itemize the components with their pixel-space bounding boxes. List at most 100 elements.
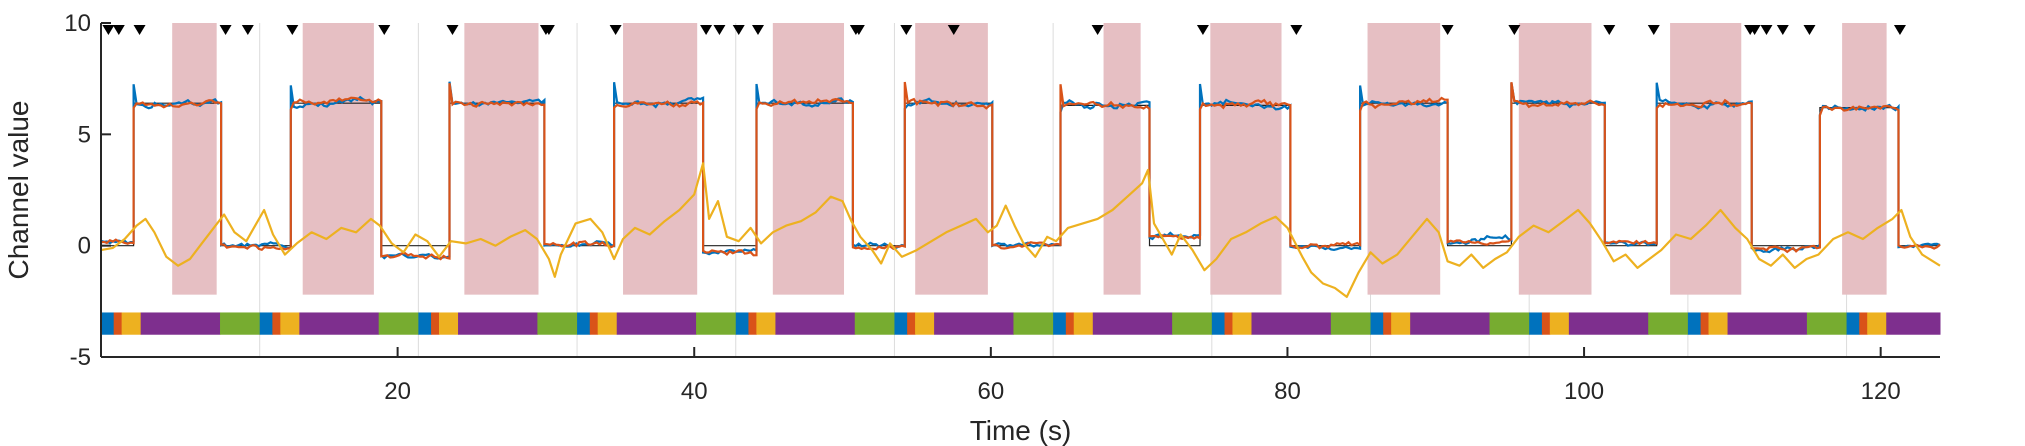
x-tick-label-1: 40 — [681, 378, 708, 405]
event-marker-31 — [1893, 25, 1906, 35]
state-bar-segment-15 — [577, 312, 591, 335]
series-line-points-0 — [100, 162, 1941, 298]
event-marker-30 — [1803, 25, 1816, 35]
event-marker-19 — [1091, 25, 1104, 35]
state-bar-segment-7 — [280, 312, 300, 335]
state-bar-segment-25 — [894, 312, 908, 335]
event-marker-12 — [713, 25, 726, 35]
state-bar-segment-18 — [616, 312, 697, 335]
state-bar-segment-56 — [1859, 312, 1868, 335]
event-marker-22 — [1441, 25, 1454, 35]
state-bar-segment-44 — [1489, 312, 1530, 335]
event-marker-5 — [286, 25, 299, 35]
shaded-interval-5 — [915, 23, 988, 295]
x-tick-label-0: 20 — [384, 378, 411, 405]
x-tick-label-3: 80 — [1274, 378, 1301, 405]
shaded-interval-1 — [302, 23, 374, 295]
x-tick-label-5: 120 — [1861, 378, 1901, 405]
state-bar-segment-34 — [1172, 312, 1213, 335]
state-bar-segment-41 — [1383, 312, 1392, 335]
event-marker-6 — [378, 25, 391, 35]
state-bar-segment-12 — [439, 312, 459, 335]
state-bar-segment-0 — [101, 312, 115, 335]
state-bar-segment-47 — [1549, 312, 1570, 335]
state-bar-segment-40 — [1370, 312, 1384, 335]
event-marker-17 — [900, 25, 913, 35]
state-bar-segment-6 — [272, 312, 281, 335]
state-bar-segment-55 — [1846, 312, 1860, 335]
state-bar-segment-9 — [378, 312, 419, 335]
state-bar-segment-46 — [1541, 312, 1551, 335]
event-marker-20 — [1196, 25, 1209, 35]
state-bar-segment-50 — [1687, 312, 1702, 335]
series-line-1 — [100, 81, 1941, 261]
state-bar-segment-28 — [934, 312, 1014, 335]
event-marker-16 — [852, 25, 865, 35]
event-marker-4 — [241, 25, 254, 35]
y-tick-label-1: 0 — [78, 233, 91, 260]
event-marker-28 — [1760, 25, 1773, 35]
event-marker-27 — [1748, 25, 1761, 35]
state-bar-segment-14 — [537, 312, 578, 335]
state-bar-segment-35 — [1211, 312, 1226, 335]
shaded-interval-10 — [1670, 23, 1742, 295]
shaded-interval-6 — [1103, 23, 1141, 295]
series-line-0 — [100, 81, 1941, 260]
shaded-interval-8 — [1367, 23, 1441, 295]
state-bar-segment-33 — [1092, 312, 1173, 335]
state-bar-segment-3 — [140, 312, 221, 335]
state-bar-segment-16 — [589, 312, 599, 335]
state-bar-segment-43 — [1410, 312, 1491, 335]
event-marker-14 — [751, 25, 764, 35]
event-marker-23 — [1508, 25, 1521, 35]
state-bar-segment-5 — [259, 312, 273, 335]
event-marker-7 — [446, 25, 459, 35]
state-bar-segment-38 — [1251, 312, 1332, 335]
state-bar-segment-57 — [1867, 312, 1887, 335]
event-marker-9 — [542, 25, 555, 35]
state-bar-segment-11 — [431, 312, 440, 335]
event-marker-24 — [1603, 25, 1616, 35]
event-marker-3 — [219, 25, 232, 35]
tick-labels: -5 0 5 10 20 40 60 80 100 120 — [64, 10, 1900, 405]
state-bar-segment-27 — [915, 312, 935, 335]
state-bar — [101, 312, 1941, 335]
shaded-interval-11 — [1842, 23, 1887, 295]
state-bar-segment-23 — [775, 312, 856, 335]
y-tick-label-2: 5 — [78, 121, 91, 148]
state-bar-segment-29 — [1013, 312, 1054, 335]
y-tick-label-3: 10 — [64, 10, 91, 37]
state-bar-segment-1 — [113, 312, 123, 335]
state-bar-segment-39 — [1330, 312, 1372, 335]
state-bar-segment-31 — [1065, 312, 1075, 335]
state-bar-segment-42 — [1391, 312, 1411, 335]
state-bar-segment-26 — [907, 312, 916, 335]
shaded-interval-2 — [464, 23, 539, 295]
event-marker-18 — [947, 25, 960, 35]
state-bar-segment-36 — [1224, 312, 1233, 335]
axes — [100, 22, 1940, 358]
event-marker-0 — [102, 25, 115, 35]
x-tick-label-4: 100 — [1564, 378, 1604, 405]
state-bar-segment-4 — [220, 312, 261, 335]
state-bar-segment-13 — [458, 312, 538, 335]
event-marker-10 — [609, 25, 622, 35]
series-lines — [100, 81, 1941, 298]
event-marker-13 — [732, 25, 745, 35]
state-bar-segment-20 — [735, 312, 749, 335]
shaded-interval-9 — [1518, 23, 1592, 295]
state-bar-segment-51 — [1700, 312, 1710, 335]
state-bar-segment-30 — [1053, 312, 1067, 335]
state-bar-segment-54 — [1806, 312, 1848, 335]
shaded-interval-4 — [772, 23, 845, 295]
event-marker-2 — [133, 25, 146, 35]
y-tick-label-0: -5 — [70, 344, 91, 371]
shaded-interval-3 — [623, 23, 698, 295]
state-bar-segment-58 — [1886, 312, 1941, 335]
x-tick-label-2: 60 — [977, 378, 1004, 405]
state-bar-segment-53 — [1727, 312, 1808, 335]
event-markers — [102, 25, 1906, 35]
shaded-intervals — [172, 23, 1887, 295]
event-marker-21 — [1290, 25, 1303, 35]
